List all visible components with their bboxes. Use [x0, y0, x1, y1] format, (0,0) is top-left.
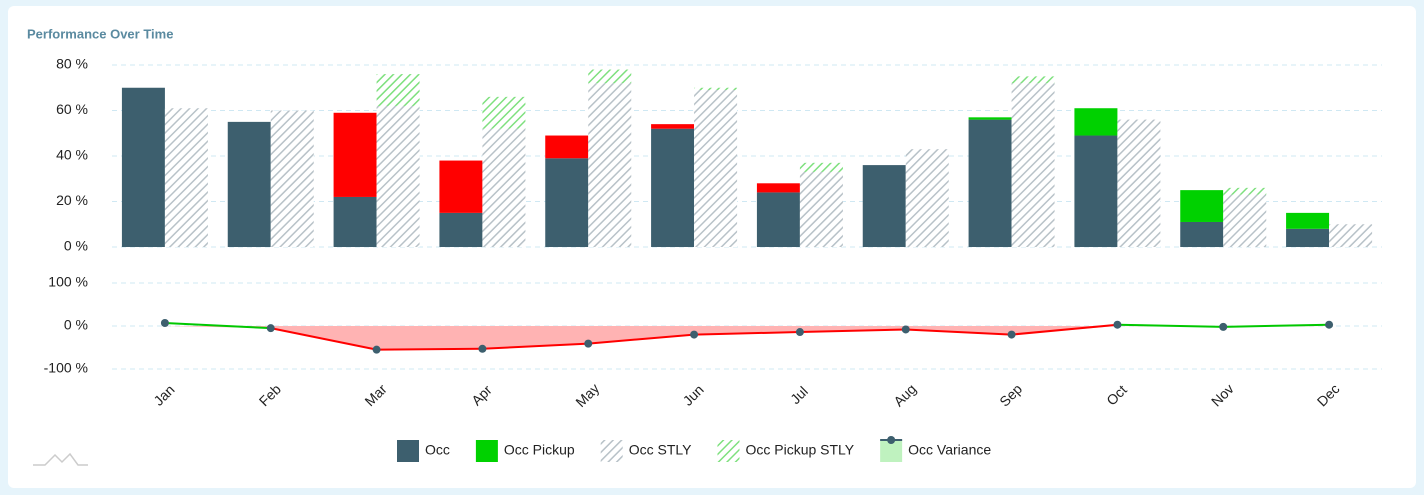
variance-line-segment: [694, 331, 800, 336]
variance-point: [1113, 320, 1122, 329]
bar: [588, 83, 632, 247]
variance-line-segment: [1011, 323, 1118, 336]
variance-point: [795, 328, 804, 337]
bar: [694, 90, 738, 248]
bar: [1180, 190, 1224, 222]
y-tick-label: 20 %: [56, 192, 88, 208]
variance-point: [266, 324, 275, 333]
variance-line-segment: [1117, 323, 1224, 328]
x-tick-label: Nov: [1208, 381, 1237, 410]
x-tick-label: Aug: [890, 381, 919, 410]
variance-point: [690, 330, 699, 339]
variance-line-segment: [482, 342, 589, 350]
logo: [33, 452, 88, 466]
y-tick-label: 60 %: [56, 101, 88, 117]
y-tick-label: 0 %: [64, 238, 88, 254]
bar: [439, 212, 483, 247]
bar: [756, 183, 800, 193]
bar: [333, 112, 377, 197]
variance-line-segment: [270, 327, 377, 351]
bar: [121, 87, 165, 247]
variance-point: [160, 318, 169, 327]
y-tick-label: -100 %: [44, 360, 88, 376]
variance-line-segment: [588, 333, 695, 345]
y-tick-label: 100 %: [48, 274, 88, 290]
bar: [1074, 108, 1118, 136]
bar: [1011, 83, 1055, 247]
legend-label: Occ Variance: [908, 442, 991, 458]
bar: [968, 117, 1012, 120]
y-tick-label: 40 %: [56, 147, 88, 163]
variance-line-segment: [905, 328, 1012, 336]
legend-label: Occ STLY: [629, 442, 692, 458]
x-tick-label: Feb: [256, 381, 285, 410]
bar: [651, 124, 695, 129]
x-tick-label: Mar: [361, 381, 390, 410]
bar: [799, 162, 843, 172]
bar: [1074, 135, 1118, 247]
variance-line-segment: [376, 347, 483, 351]
bar: [227, 121, 271, 247]
y-tick-label: 80 %: [56, 56, 88, 72]
bar: [799, 171, 843, 247]
bar: [1011, 76, 1055, 84]
x-tick-label: May: [572, 380, 602, 410]
bar: [905, 149, 949, 247]
variance-point: [372, 345, 381, 354]
variance-point: [901, 325, 910, 334]
bar: [545, 158, 589, 247]
variance-line-segment: [164, 321, 271, 330]
bar: [1180, 221, 1224, 247]
bar: [1223, 187, 1267, 195]
variance-point: [1325, 320, 1334, 329]
chart-title: Performance Over Time: [27, 26, 173, 41]
variance-line-segment: [1223, 323, 1330, 328]
bar: [545, 135, 589, 159]
bar: [482, 128, 526, 247]
bar: [376, 105, 420, 247]
bar: [439, 160, 483, 213]
bar: [1117, 119, 1161, 247]
variance-area: [164, 326, 1330, 350]
variance-point: [584, 339, 593, 348]
legend-dot: [887, 436, 896, 444]
bar: [1329, 224, 1373, 247]
bar: [968, 119, 1012, 247]
legend-label: Occ Pickup STLY: [745, 442, 854, 458]
bar: [756, 192, 800, 247]
bar: [164, 108, 208, 247]
legend-label: Occ: [425, 442, 450, 458]
x-tick-label: Dec: [1314, 381, 1343, 410]
bar: [270, 110, 314, 247]
variance-point: [478, 344, 487, 353]
x-tick-label: Sep: [996, 380, 1025, 409]
bar: [1223, 194, 1267, 247]
bar: [376, 74, 420, 106]
y-tick-label: 0 %: [64, 317, 88, 333]
x-tick-label: Jul: [787, 383, 811, 407]
bar: [651, 128, 695, 247]
bar: [694, 87, 738, 91]
x-tick-label: Apr: [468, 381, 495, 408]
variance-point: [1219, 322, 1228, 331]
legend-swatch: [600, 440, 623, 462]
bar: [588, 69, 632, 84]
bar: [1286, 212, 1330, 229]
bar: [482, 96, 526, 129]
x-tick-label: Oct: [1103, 382, 1130, 409]
variance-line-segment: [799, 328, 906, 334]
bar: [333, 196, 377, 247]
x-tick-label: Jan: [150, 381, 177, 408]
x-tick-label: Jun: [680, 381, 707, 408]
variance-point: [1007, 330, 1016, 339]
legend-swatch: [397, 440, 419, 462]
legend-label: Occ Pickup: [504, 442, 575, 458]
legend-swatch: [880, 440, 903, 462]
bar: [1286, 228, 1330, 247]
legend-swatch: [475, 440, 498, 462]
legend-swatch: [717, 440, 740, 462]
bar: [862, 165, 906, 247]
